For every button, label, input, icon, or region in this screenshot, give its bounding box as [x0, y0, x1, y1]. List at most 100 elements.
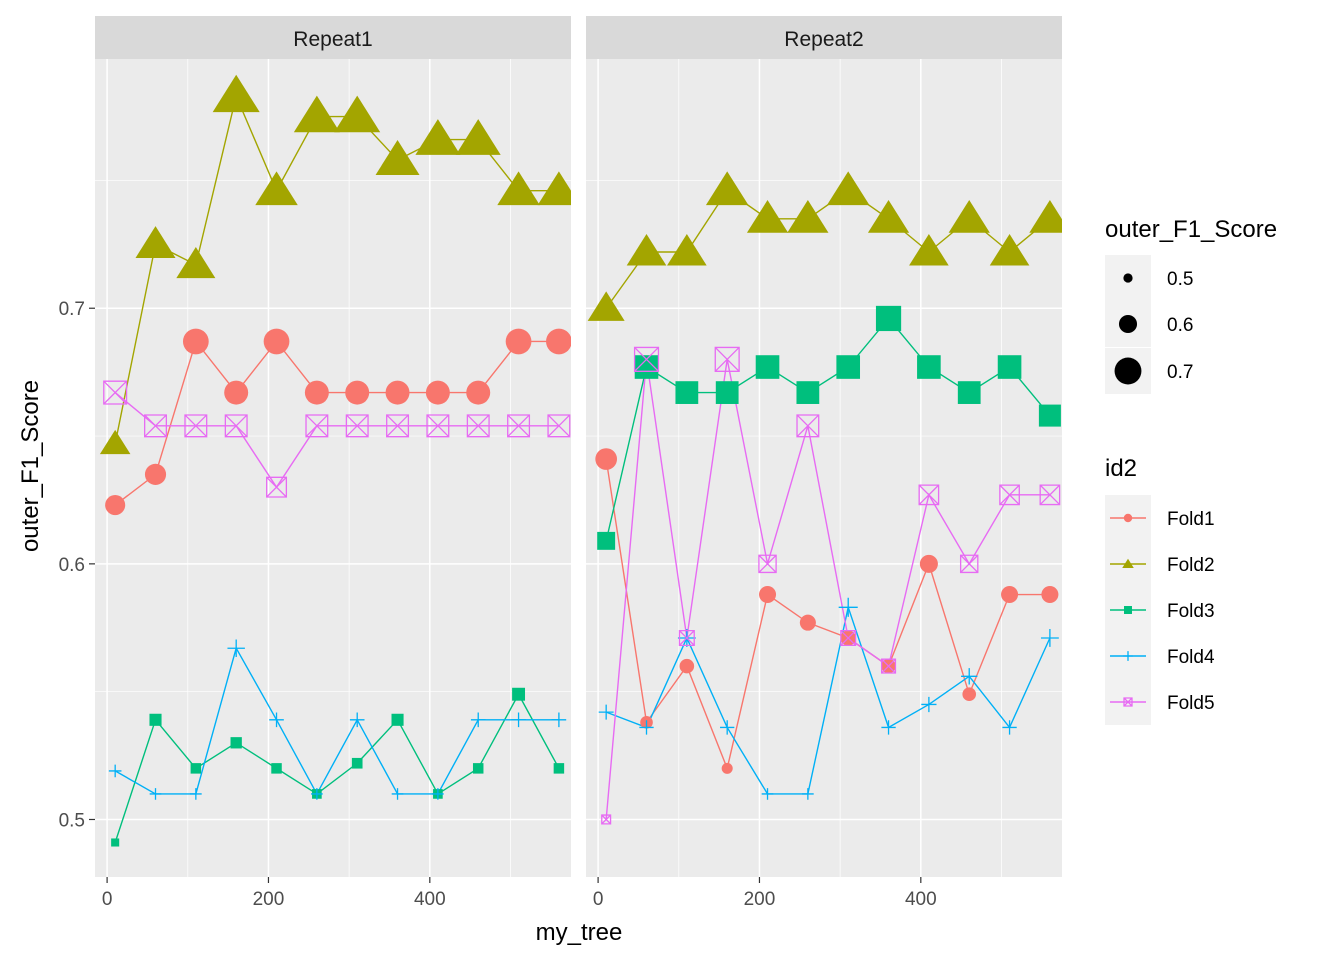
color-legend-label: Fold5 — [1167, 693, 1215, 714]
data-point-fold4 — [227, 639, 245, 657]
data-point-fold4 — [1040, 629, 1059, 647]
color-legend-symbol — [1123, 697, 1133, 707]
data-point-fold1 — [466, 380, 491, 405]
data-point-fold1 — [679, 658, 695, 674]
data-point-fold3 — [553, 763, 565, 774]
size-legend: outer_F1_Score 0.5 0.6 0.7 — [1105, 216, 1277, 394]
data-point-fold4 — [921, 696, 937, 713]
data-point-fold1 — [759, 586, 777, 604]
data-point-fold2 — [867, 200, 910, 233]
data-point-fold3 — [836, 355, 861, 379]
series-line-fold5 — [605, 359, 1050, 820]
data-point-fold5 — [507, 414, 531, 438]
x-tick-label: 200 — [744, 889, 776, 910]
data-point-fold4 — [761, 788, 774, 800]
data-point-fold2 — [334, 95, 381, 133]
x-tick-label: 0 — [102, 889, 113, 910]
color-legend-label: Fold3 — [1167, 601, 1215, 622]
data-point-fold3 — [230, 737, 242, 749]
data-point-fold2 — [212, 74, 260, 113]
data-point-fold2 — [626, 233, 667, 266]
data-point-fold4 — [551, 712, 567, 728]
data-point-fold2 — [537, 171, 571, 206]
color-legend-label: Fold4 — [1167, 647, 1215, 668]
data-point-fold2 — [989, 233, 1030, 266]
data-point-fold2 — [1029, 200, 1062, 233]
color-legend-label: Fold1 — [1167, 509, 1215, 530]
data-point-fold5 — [184, 414, 208, 438]
data-point-fold1 — [385, 380, 410, 405]
data-point-fold5 — [305, 414, 329, 438]
data-point-fold4 — [838, 597, 858, 617]
data-point-fold2 — [587, 291, 625, 321]
data-point-fold4 — [470, 712, 486, 728]
data-point-fold1 — [546, 328, 571, 355]
color-legend-symbol — [1122, 558, 1134, 568]
y-axis-title: outer_F1_Score — [17, 380, 44, 552]
data-point-fold4 — [190, 788, 202, 800]
color-legend: id2 Fold1 Fold2 Fold3 Fold4 Fold5 — [1105, 455, 1215, 725]
size-legend-label: 0.5 — [1167, 269, 1193, 290]
data-point-fold1 — [345, 380, 370, 405]
panels: Repeat1 0 200 400 0.5 0.6 0.7 Repeat2 0 200 400 — [59, 16, 1062, 910]
facet-strip — [95, 16, 571, 59]
x-tick-label: 400 — [414, 889, 446, 910]
data-point-fold3 — [1038, 404, 1061, 427]
data-point-fold2 — [415, 119, 461, 155]
data-point-fold5 — [224, 414, 248, 438]
data-point-fold5 — [758, 554, 777, 574]
data-point-fold2 — [255, 171, 298, 206]
data-point-fold4 — [881, 720, 896, 735]
data-point-fold3 — [512, 687, 526, 701]
y-tick-label: 0.5 — [59, 810, 85, 831]
data-point-fold5 — [1039, 484, 1061, 506]
y-tick-label: 0.7 — [59, 299, 85, 320]
data-point-fold5 — [601, 814, 612, 825]
facet-strip-label: Repeat1 — [293, 28, 372, 51]
data-point-fold4 — [391, 788, 404, 800]
series-line-fold5 — [114, 392, 559, 489]
size-legend-label: 0.7 — [1167, 362, 1193, 383]
data-point-fold2 — [787, 200, 829, 233]
data-point-fold3 — [351, 757, 363, 769]
data-point-fold4 — [432, 788, 444, 800]
color-legend-label: Fold2 — [1167, 555, 1215, 576]
data-point-fold3 — [715, 381, 739, 404]
series-line-fold4 — [605, 604, 1051, 795]
y-tick-label: 0.6 — [59, 555, 85, 576]
data-point-fold4 — [349, 712, 365, 728]
data-point-fold1 — [962, 687, 977, 702]
panel-background — [586, 59, 1062, 877]
data-point-fold5 — [266, 476, 288, 498]
color-legend-symbol — [1123, 651, 1133, 661]
data-point-fold5 — [678, 629, 695, 647]
series-line-fold1 — [605, 458, 1050, 771]
data-point-fold1 — [595, 448, 618, 470]
data-point-fold5 — [633, 346, 660, 372]
data-point-fold1 — [1041, 586, 1059, 604]
data-point-fold4 — [149, 788, 162, 800]
data-point-fold3 — [957, 381, 981, 404]
data-point-fold4 — [720, 720, 735, 735]
data-point-fold3 — [997, 355, 1022, 379]
data-point-fold2 — [667, 233, 707, 266]
data-point-fold3 — [149, 713, 162, 726]
data-point-fold5 — [880, 658, 897, 674]
data-point-fold1 — [425, 380, 450, 405]
data-point-fold1 — [144, 463, 167, 485]
data-point-fold3 — [391, 713, 404, 726]
data-point-fold4 — [311, 788, 323, 800]
data-point-fold3 — [675, 381, 699, 404]
data-point-fold4 — [961, 668, 978, 685]
data-point-fold2 — [135, 226, 176, 258]
data-point-fold3 — [875, 305, 902, 332]
data-point-fold4 — [598, 704, 614, 720]
data-point-fold5 — [466, 414, 490, 438]
data-point-fold1 — [182, 328, 209, 355]
data-point-fold5 — [796, 414, 820, 438]
data-point-fold3 — [472, 763, 484, 774]
data-layer — [587, 171, 1062, 825]
data-point-fold5 — [547, 414, 571, 438]
data-layer — [99, 74, 571, 847]
data-point-fold3 — [634, 355, 659, 379]
